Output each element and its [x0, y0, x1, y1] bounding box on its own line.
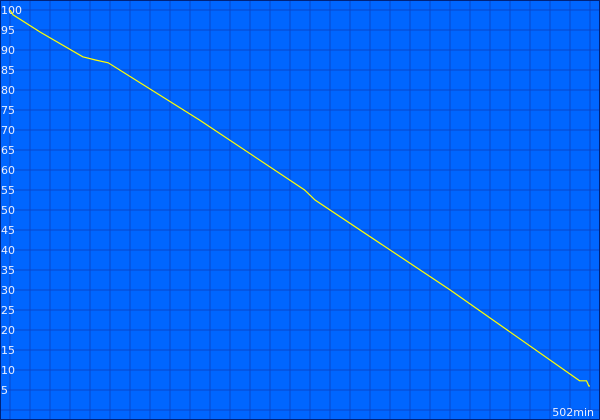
- y-tick-label: 25: [1, 304, 15, 317]
- y-tick-label: 95: [1, 24, 15, 37]
- y-tick-label: 20: [1, 324, 15, 337]
- y-tick-labels: 5 10 15 20 25 30 35 40 45 50 55 60 65 70 75 80 85 90 95 100: [1, 4, 22, 397]
- y-tick-label: 100: [1, 4, 22, 17]
- y-tick-label: 65: [1, 144, 15, 157]
- y-tick-label: 10: [1, 364, 15, 377]
- y-tick-label: 40: [1, 244, 15, 257]
- y-tick-label: 30: [1, 284, 15, 297]
- y-tick-label: 15: [1, 344, 15, 357]
- y-tick-label: 60: [1, 164, 15, 177]
- y-tick-label: 50: [1, 204, 15, 217]
- y-tick-label: 5: [1, 384, 8, 397]
- series-line: [9, 9, 590, 387]
- y-tick-label: 70: [1, 124, 15, 137]
- y-tick-label: 75: [1, 104, 15, 117]
- y-tick-label: 35: [1, 264, 15, 277]
- x-end-label: 502min: [552, 406, 594, 419]
- y-tick-label: 90: [1, 44, 15, 57]
- y-tick-label: 85: [1, 64, 15, 77]
- y-tick-label: 80: [1, 84, 15, 97]
- y-tick-label: 45: [1, 224, 15, 237]
- y-tick-label: 55: [1, 184, 15, 197]
